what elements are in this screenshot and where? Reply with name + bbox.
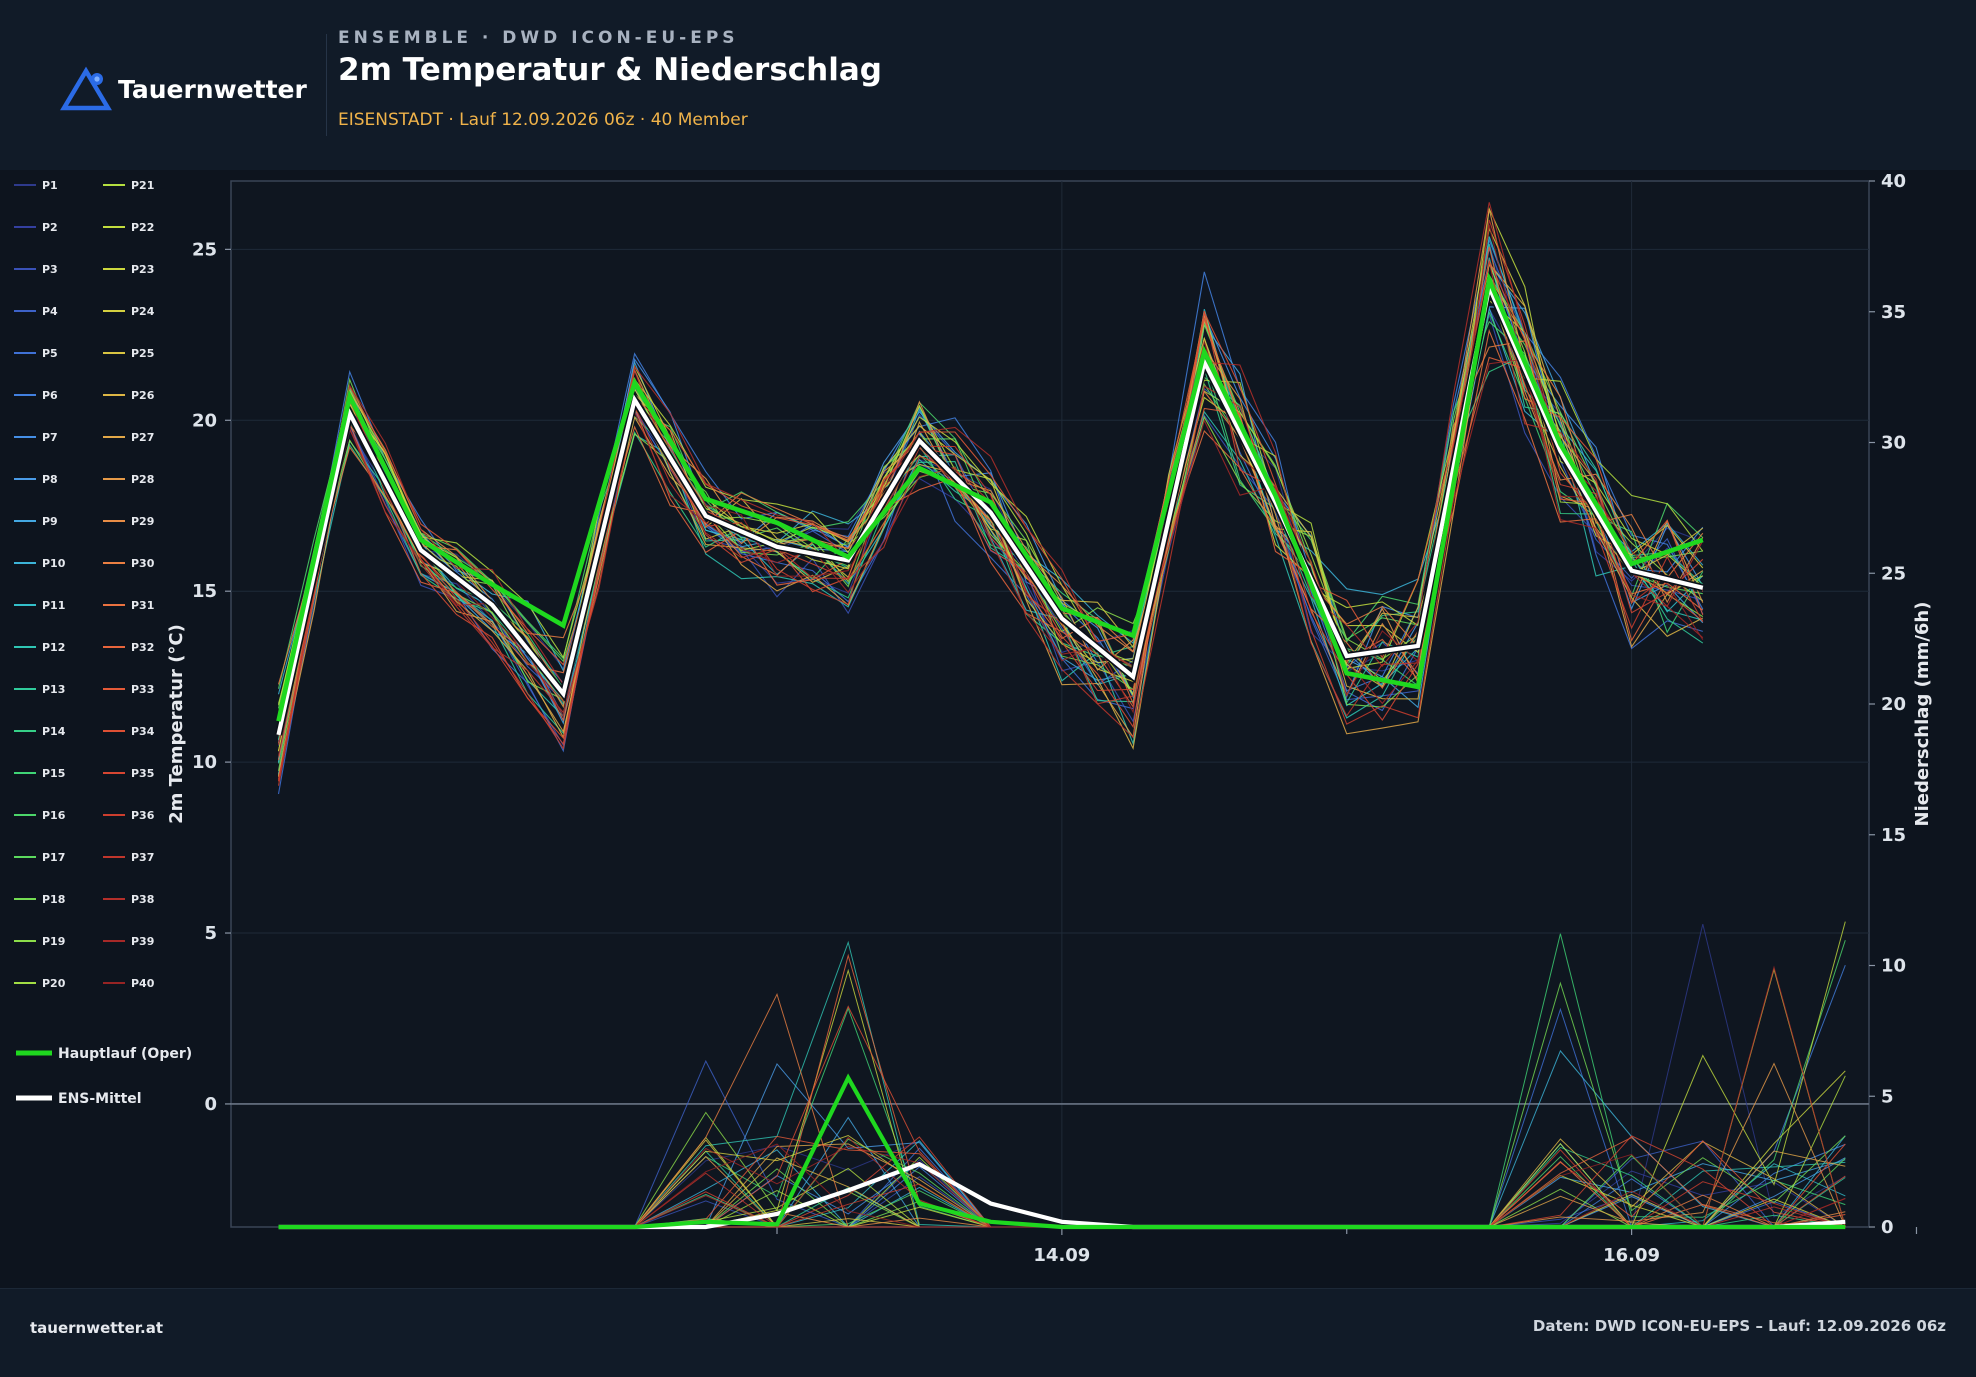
legend-label-P23: P23	[131, 263, 154, 276]
y2-tick-label: 0	[1881, 1217, 1894, 1238]
legend-label-P24: P24	[131, 305, 155, 318]
legend-label-P20: P20	[42, 977, 66, 990]
legend-label-P35: P35	[131, 767, 154, 780]
legend-label-P25: P25	[131, 347, 154, 360]
y-tick-label: 25	[192, 239, 217, 260]
ensemble-chart: 0 5 10 15 20 25 0 5 10 15 20 25 30 35 40 14.09 16.09 2m T…	[14, 171, 1933, 1266]
y2-tick-label: 40	[1881, 171, 1906, 192]
member-temp-line-P39	[277, 358, 1704, 745]
legend-label-P33: P33	[131, 683, 154, 696]
legend-label-P16: P16	[42, 809, 66, 822]
legend-label-P12: P12	[42, 641, 65, 654]
y2-tick-label: 35	[1881, 302, 1906, 323]
legend-label-P36: P36	[131, 809, 155, 822]
member-temp-line-P38	[277, 202, 1704, 736]
legend-label-P22: P22	[131, 221, 154, 234]
oper-precip-line	[278, 1073, 1846, 1230]
legend-label-P15: P15	[42, 767, 65, 780]
legend-label-P30: P30	[131, 557, 155, 570]
legend-label-P6: P6	[42, 389, 58, 402]
legend-label-P27: P27	[131, 431, 154, 444]
y2-axis-label: Niederschlag (mm/6h)	[1912, 602, 1933, 827]
plot-area	[230, 180, 1870, 1228]
legend-label-P26: P26	[131, 389, 155, 402]
kicker: ENSEMBLE · DWD ICON-EU-EPS	[338, 28, 739, 48]
legend-label-P13: P13	[42, 683, 65, 696]
legend-label-P17: P17	[42, 851, 65, 864]
brand-name: Tauernwetter	[118, 74, 307, 104]
y-tick-label: 10	[192, 752, 217, 773]
header: Tauernwetter ENSEMBLE · DWD ICON-EU-EPS …	[0, 0, 1976, 170]
member-temp-line-P33	[277, 246, 1704, 714]
legend-label-P7: P7	[42, 431, 58, 444]
legend-label-P11: P11	[42, 599, 65, 612]
legend-label-P8: P8	[42, 473, 58, 486]
legend-label-P5: P5	[42, 347, 58, 360]
member-temp-line-P6	[277, 238, 1704, 762]
legend-label-P14: P14	[42, 725, 66, 738]
legend-label-ens-mean: ENS-Mittel	[58, 1091, 142, 1107]
y2-tick-label: 15	[1881, 825, 1906, 846]
page-subtitle: EISENSTADT · Lauf 12.09.2026 06z · 40 Me…	[338, 110, 748, 130]
legend-label-P32: P32	[131, 641, 154, 654]
legend-label-P37: P37	[131, 851, 154, 864]
oper-temp-line	[276, 272, 1704, 722]
footer-source: Daten: DWD ICON-EU-EPS – Lauf: 12.09.202…	[1532, 1317, 1946, 1335]
legend-label-P31: P31	[131, 599, 154, 612]
footer: tauernwetter.at Daten: DWD ICON-EU-EPS –…	[0, 1288, 1976, 1377]
legend-label-P10: P10	[42, 557, 66, 570]
mountain-logo-icon	[60, 66, 112, 111]
y-axis-label: 2m Temperatur (°C)	[166, 624, 187, 824]
member-temp-line-P31	[277, 328, 1704, 720]
legend-label-oper: Hauptlauf (Oper)	[58, 1046, 192, 1062]
page-title: 2m Temperatur & Niederschlag	[338, 52, 882, 88]
x-tick-label: 14.09	[1033, 1245, 1090, 1266]
x-tick-label: 16.09	[1603, 1245, 1660, 1266]
y2-tick-label: 10	[1881, 956, 1906, 977]
y2-tick-label: 25	[1881, 563, 1906, 584]
legend-label-P1: P1	[42, 179, 58, 192]
y-tick-label: 15	[192, 581, 217, 602]
logo[interactable]: Tauernwetter	[60, 66, 307, 112]
y2-tick-label: 20	[1881, 694, 1906, 715]
y-tick-label: 20	[192, 410, 217, 431]
legend-label-P39: P39	[131, 935, 154, 948]
footer-site[interactable]: tauernwetter.at	[30, 1319, 164, 1337]
legend-label-P19: P19	[42, 935, 65, 948]
legend-label-P2: P2	[42, 221, 58, 234]
y-tick-label: 5	[204, 923, 217, 944]
legend-label-P40: P40	[131, 977, 155, 990]
y2-tick-label: 5	[1881, 1086, 1894, 1107]
y-tick-label: 0	[204, 1094, 217, 1115]
legend-label-P38: P38	[131, 893, 154, 906]
header-divider	[326, 34, 327, 136]
legend-label-P28: P28	[131, 473, 154, 486]
member-temp-line-P24	[277, 226, 1704, 732]
legend-label-P29: P29	[131, 515, 154, 528]
legend-label-P21: P21	[131, 179, 154, 192]
y2-tick-label: 30	[1881, 433, 1906, 454]
legend-label-P3: P3	[42, 263, 58, 276]
legend-label-P9: P9	[42, 515, 58, 528]
legend-label-P4: P4	[42, 305, 58, 318]
legend-label-P18: P18	[42, 893, 65, 906]
legend-label-P34: P34	[131, 725, 155, 738]
